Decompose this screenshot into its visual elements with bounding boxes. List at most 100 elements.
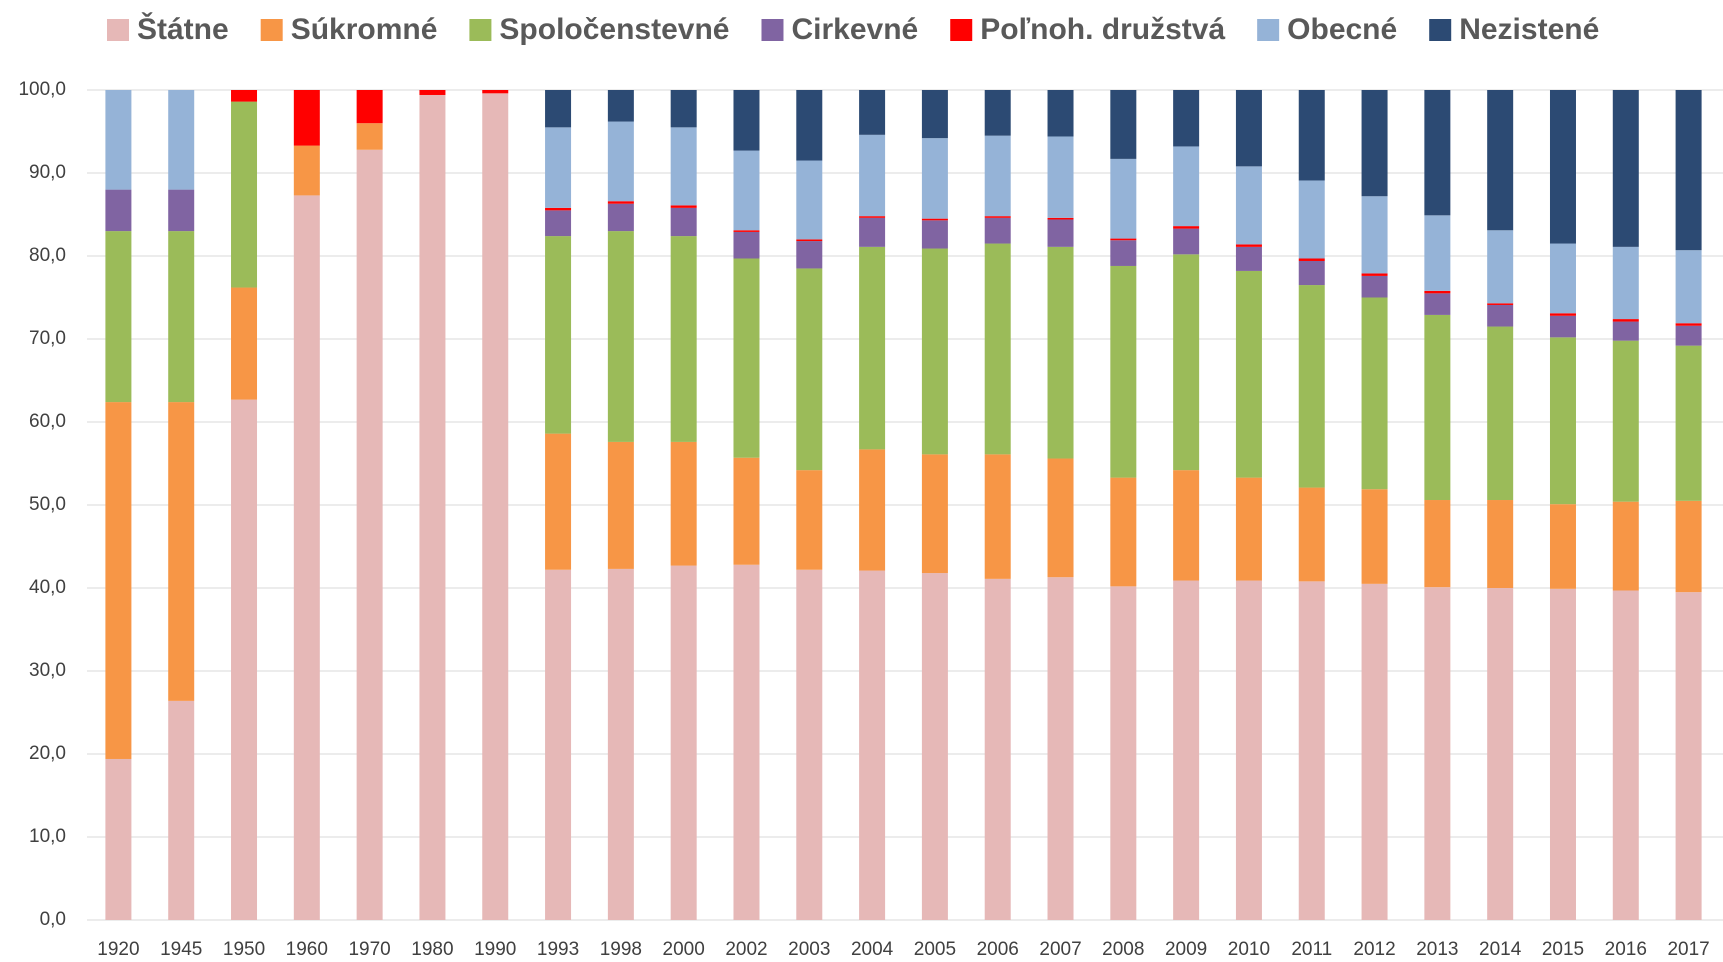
x-tick-label: 1960: [286, 939, 328, 960]
bar-segment: [168, 90, 195, 190]
bar-segment: [1612, 319, 1639, 322]
bar-segment: [670, 90, 697, 128]
bar-segment: [168, 402, 195, 701]
bar-segment: [1173, 146, 1200, 227]
bar-segment: [1612, 590, 1639, 920]
bar-segment: [921, 218, 948, 221]
legend-label: Poľnoh. družstvá: [980, 13, 1225, 46]
bar-segment: [1361, 297, 1388, 490]
bar-segment: [231, 90, 258, 102]
x-tick-label: 2006: [977, 939, 1019, 960]
bar-segment: [545, 236, 572, 434]
x-tick-label: 2004: [851, 939, 894, 960]
bar-segment: [984, 135, 1011, 217]
bar-segment: [1110, 158, 1137, 239]
bar-segment: [1549, 243, 1576, 314]
x-tick-label: 2013: [1416, 939, 1458, 960]
bar-segment: [419, 90, 446, 95]
bar-segment: [1173, 226, 1200, 229]
legend-swatch: [1257, 19, 1280, 41]
y-tick-label: 80,0: [29, 245, 66, 266]
bar-segment: [733, 150, 760, 231]
bar-segment: [796, 569, 823, 920]
bar-segment: [670, 205, 697, 208]
bar-segment: [670, 207, 697, 237]
bar-segment: [733, 258, 760, 458]
bar-segment: [670, 127, 697, 206]
bar-segment: [1612, 321, 1639, 341]
x-tick-label: 1990: [474, 939, 516, 960]
x-tick-label: 2015: [1542, 939, 1584, 960]
y-tick-label: 70,0: [29, 328, 66, 349]
bar-segment: [545, 127, 572, 208]
y-tick-label: 90,0: [29, 162, 66, 183]
legend-swatch: [761, 19, 784, 41]
bar-segment: [859, 90, 886, 135]
bar-segment: [1675, 592, 1702, 920]
bar-segment: [1047, 217, 1074, 220]
bar-segment: [921, 90, 948, 139]
bar-segment: [1361, 583, 1388, 920]
bar-segment: [168, 700, 195, 920]
bar-segment: [1298, 90, 1325, 181]
bar-segment: [984, 217, 1011, 244]
x-tick-label: 2012: [1353, 939, 1395, 960]
bar-segment: [1675, 500, 1702, 593]
x-tick-label: 2008: [1102, 939, 1144, 960]
bar-segment: [105, 189, 132, 232]
bar-segment: [1549, 90, 1576, 244]
bar-segment: [419, 94, 446, 921]
bar-segment: [1173, 470, 1200, 581]
bar-segment: [607, 203, 634, 232]
bar-segment: [1110, 477, 1137, 587]
bar-segment: [1424, 293, 1451, 315]
bar-segment: [1675, 90, 1702, 251]
bar-segment: [1110, 586, 1137, 920]
x-tick-label: 1993: [537, 939, 579, 960]
bar-segment: [1047, 90, 1074, 137]
bar-segment: [1361, 273, 1388, 276]
bar-segment: [545, 90, 572, 128]
bar-segment: [984, 90, 1011, 136]
bar-segment: [859, 217, 886, 247]
bar-segment: [1235, 246, 1262, 271]
y-tick-label: 0,0: [40, 909, 66, 930]
bar-segment: [1487, 304, 1514, 327]
legend-label: Obecné: [1287, 13, 1397, 46]
bar-segment: [1424, 314, 1451, 501]
bar-segment: [1235, 270, 1262, 478]
legend-label: Nezistené: [1459, 13, 1599, 46]
bar-segment: [1424, 215, 1451, 291]
bar-segment: [356, 149, 383, 920]
bar-segment: [607, 441, 634, 569]
bar-segment: [1235, 90, 1262, 167]
bar-segment: [1047, 246, 1074, 459]
bar-segment: [670, 236, 697, 442]
bar-segment: [105, 90, 132, 190]
bar-segment: [1361, 275, 1388, 298]
bar-segment: [1549, 315, 1576, 338]
bar-segment: [293, 195, 320, 920]
bar-segment: [1110, 240, 1137, 266]
bar-segment: [356, 123, 383, 150]
bar-segment: [921, 454, 948, 574]
bar-segment: [356, 90, 383, 124]
x-tick-label: 1970: [348, 939, 390, 960]
bar-segment: [1361, 196, 1388, 274]
bar-segment: [796, 160, 823, 240]
bar-segment: [796, 239, 823, 242]
bar-segment: [670, 441, 697, 566]
bar-segment: [1612, 340, 1639, 502]
bar-segment: [859, 246, 886, 450]
bar-segment: [607, 90, 634, 122]
bar-segment: [231, 399, 258, 921]
bar-segment: [1173, 90, 1200, 147]
bar-segment: [1047, 577, 1074, 920]
x-tick-label: 1920: [97, 939, 139, 960]
bar-segment: [1549, 504, 1576, 589]
bar-segment: [1424, 90, 1451, 216]
bar-segment: [1675, 323, 1702, 326]
bar-segment: [1298, 180, 1325, 259]
x-tick-label: 1980: [411, 939, 453, 960]
